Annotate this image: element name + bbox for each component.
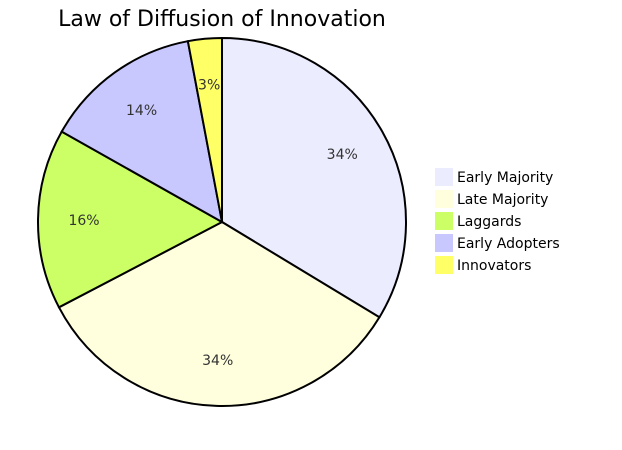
pie-slice-innovators [186, 36, 223, 223]
legend-label-innovators: Innovators [457, 258, 531, 274]
pie-slice-early-adopters [60, 40, 224, 224]
legend-label-early-adopters: Early Adopters [457, 236, 560, 252]
chart-title: Law of Diffusion of Innovation [58, 7, 386, 32]
legend: Early Majority Late Majority Laggards Early… [435, 168, 560, 274]
slice-labels: 34% 34% 16% 14% 3% [68, 78, 357, 369]
pie-slice-laggards [37, 130, 225, 309]
pie-slice-late-majority [57, 220, 381, 407]
legend-label-laggards: Laggards [457, 214, 521, 230]
legend-swatch-early-majority [435, 168, 453, 186]
slice-label-innovators: 3% [198, 78, 220, 94]
legend-swatch-laggards [435, 212, 453, 230]
legend-label-early-majority: Early Majority [457, 170, 553, 186]
legend-swatch-late-majority [435, 190, 453, 208]
legend-label-late-majority: Late Majority [457, 192, 548, 208]
pie-slice-early-majority [221, 36, 407, 319]
slice-label-early-adopters: 14% [126, 103, 157, 119]
slice-label-laggards: 16% [68, 213, 99, 229]
legend-swatch-innovators [435, 256, 453, 274]
slice-label-early-majority: 34% [327, 147, 358, 163]
slice-label-late-majority: 34% [202, 353, 233, 369]
pie-slices [37, 36, 407, 407]
legend-swatch-early-adopters [435, 234, 453, 252]
